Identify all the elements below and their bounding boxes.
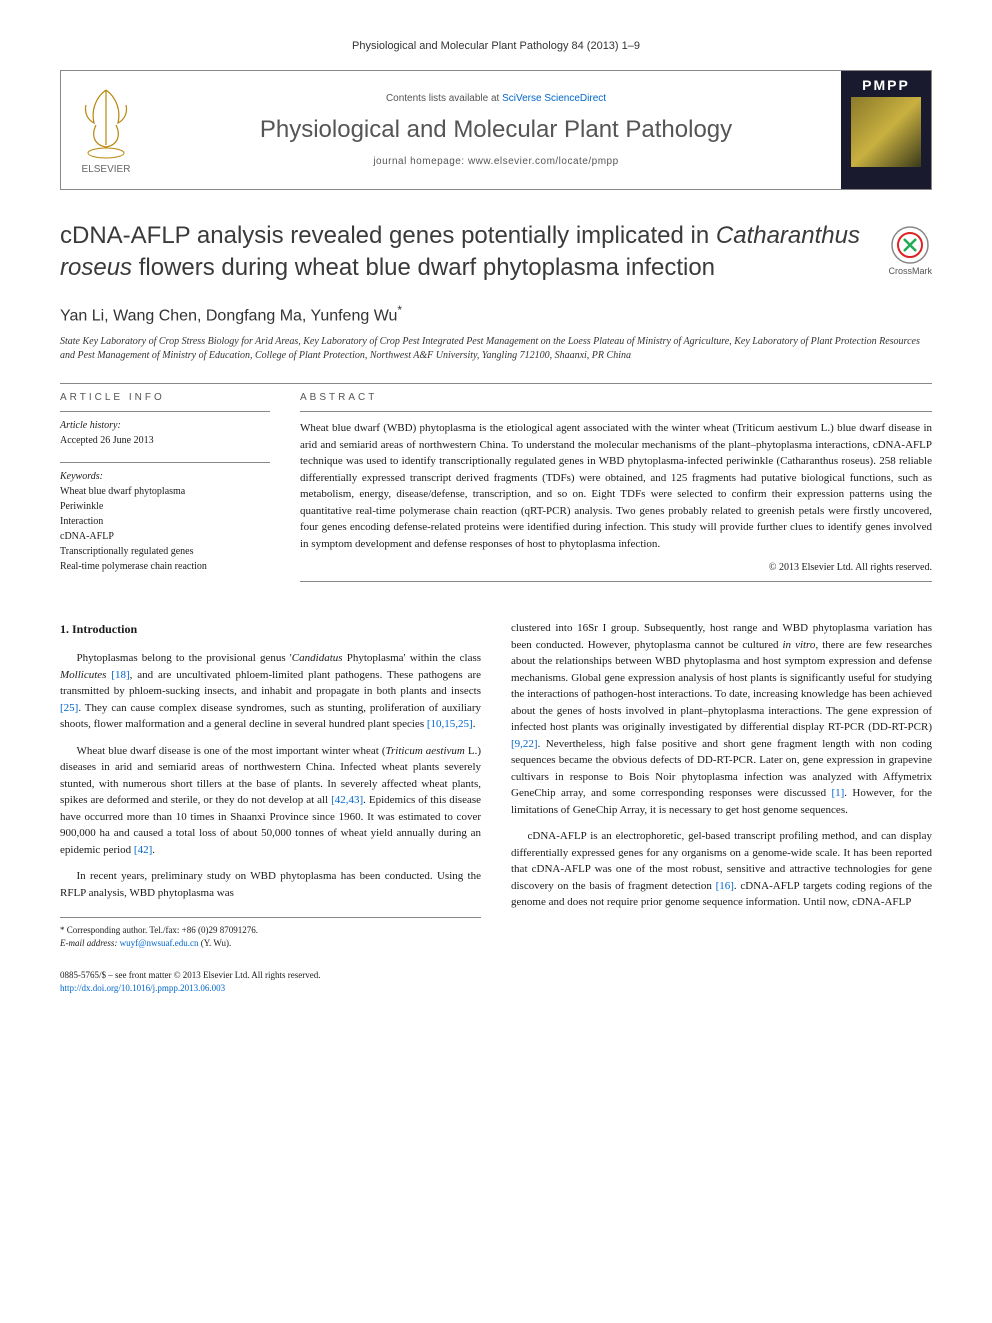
ref-link[interactable]: [16]	[716, 880, 734, 892]
publisher-name: ELSEVIER	[82, 164, 131, 175]
divider	[300, 581, 932, 582]
text-italic: Mollicutes	[60, 669, 106, 681]
text: .	[473, 718, 476, 730]
abstract-column: ABSTRACT Wheat blue dwarf (WBD) phytopla…	[300, 392, 932, 590]
article-info: ARTICLE INFO Article history: Accepted 2…	[60, 392, 270, 590]
footer-notes: * Corresponding author. Tel./fax: +86 (0…	[60, 917, 481, 949]
corresponding-marker: *	[397, 303, 402, 317]
text: Wheat blue dwarf disease is one of the m…	[77, 745, 386, 757]
abstract-heading: ABSTRACT	[300, 392, 932, 403]
article-title: cDNA-AFLP analysis revealed genes potent…	[60, 220, 868, 285]
intro-para-2: Wheat blue dwarf disease is one of the m…	[60, 743, 481, 859]
crossmark-label: CrossMark	[888, 266, 932, 276]
contents-available-line: Contents lists available at SciVerse Sci…	[161, 93, 831, 104]
cover-abbr: PMPP	[862, 77, 910, 93]
doi-link[interactable]: http://dx.doi.org/10.1016/j.pmpp.2013.06…	[60, 983, 225, 993]
body-columns: 1. Introduction Phytoplasmas belong to t…	[60, 620, 932, 994]
text-italic: Candidatus	[292, 652, 343, 664]
keywords-list: Wheat blue dwarf phytoplasma Periwinkle …	[60, 484, 270, 574]
email-suffix: (Y. Wu).	[198, 938, 231, 948]
contents-prefix: Contents lists available at	[386, 93, 502, 104]
info-abstract-row: ARTICLE INFO Article history: Accepted 2…	[60, 392, 932, 590]
abstract-text: Wheat blue dwarf (WBD) phytoplasma is th…	[300, 411, 932, 552]
ref-link[interactable]: [10,15,25]	[427, 718, 473, 730]
intro-para-3: In recent years, preliminary study on WB…	[60, 868, 481, 901]
title-part1: cDNA-AFLP analysis revealed genes potent…	[60, 222, 716, 249]
corresponding-author-note: * Corresponding author. Tel./fax: +86 (0…	[60, 924, 481, 937]
authors: Yan Li, Wang Chen, Dongfang Ma, Yunfeng …	[60, 303, 932, 325]
body-column-right: clustered into 16Sr I group. Subsequentl…	[511, 620, 932, 994]
journal-title: Physiological and Molecular Plant Pathol…	[161, 116, 831, 144]
crossmark-badge[interactable]: CrossMark	[888, 226, 932, 276]
text: , there are few researches about the rel…	[511, 639, 932, 734]
issn-copyright: 0885-5765/$ – see front matter © 2013 El…	[60, 969, 481, 982]
article-info-heading: ARTICLE INFO	[60, 392, 270, 403]
article-history-block: Article history: Accepted 26 June 2013	[60, 411, 270, 448]
history-label: Article history:	[60, 420, 270, 431]
text-italic: Triticum aestivum	[385, 745, 464, 757]
doi-block: 0885-5765/$ – see front matter © 2013 El…	[60, 969, 481, 994]
journal-homepage: journal homepage: www.elsevier.com/locat…	[161, 156, 831, 167]
email-link[interactable]: wuyf@nwsuaf.edu.cn	[120, 938, 199, 948]
journal-header-center: Contents lists available at SciVerse Sci…	[151, 71, 841, 189]
abstract-copyright: © 2013 Elsevier Ltd. All rights reserved…	[300, 562, 932, 573]
text: .	[152, 844, 155, 856]
text: Phytoplasmas belong to the provisional g…	[77, 652, 292, 664]
intro-para-1: Phytoplasmas belong to the provisional g…	[60, 650, 481, 733]
email-line: E-mail address: wuyf@nwsuaf.edu.cn (Y. W…	[60, 937, 481, 950]
keywords-label: Keywords:	[60, 471, 270, 482]
email-label: E-mail address:	[60, 938, 120, 948]
publisher-logo[interactable]: ELSEVIER	[61, 71, 151, 189]
journal-cover: PMPP	[841, 71, 931, 189]
journal-header: ELSEVIER Contents lists available at Sci…	[60, 70, 932, 190]
ref-link[interactable]: [42,43]	[331, 794, 363, 806]
intro-para-4: cDNA-AFLP is an electrophoretic, gel-bas…	[511, 828, 932, 911]
ref-link[interactable]: [42]	[134, 844, 152, 856]
body-column-left: 1. Introduction Phytoplasmas belong to t…	[60, 620, 481, 994]
section-heading: 1. Introduction	[60, 620, 481, 638]
text: . They can cause complex disease syndrom…	[60, 702, 481, 731]
ref-link[interactable]: [1]	[831, 787, 844, 799]
affiliation: State Key Laboratory of Crop Stress Biol…	[60, 335, 932, 363]
text: Phytoplasma' within the class	[343, 652, 481, 664]
author-list: Yan Li, Wang Chen, Dongfang Ma, Yunfeng …	[60, 307, 397, 324]
elsevier-tree-icon	[76, 85, 136, 160]
title-part2: flowers during wheat blue dwarf phytopla…	[132, 254, 715, 281]
divider	[60, 383, 932, 384]
history-text: Accepted 26 June 2013	[60, 433, 270, 448]
text-italic: in vitro	[782, 639, 815, 651]
keywords-block: Keywords: Wheat blue dwarf phytoplasma P…	[60, 462, 270, 574]
cover-thumbnail	[851, 97, 921, 167]
homepage-prefix: journal homepage:	[373, 156, 468, 167]
crossmark-icon	[891, 226, 929, 264]
homepage-url[interactable]: www.elsevier.com/locate/pmpp	[468, 156, 619, 167]
ref-link[interactable]: [25]	[60, 702, 78, 714]
ref-link[interactable]: [9,22]	[511, 738, 538, 750]
intro-para-3-cont: clustered into 16Sr I group. Subsequentl…	[511, 620, 932, 818]
scidirect-link[interactable]: SciVerse ScienceDirect	[502, 93, 606, 104]
ref-link[interactable]: [18]	[111, 669, 129, 681]
header-citation: Physiological and Molecular Plant Pathol…	[60, 40, 932, 52]
